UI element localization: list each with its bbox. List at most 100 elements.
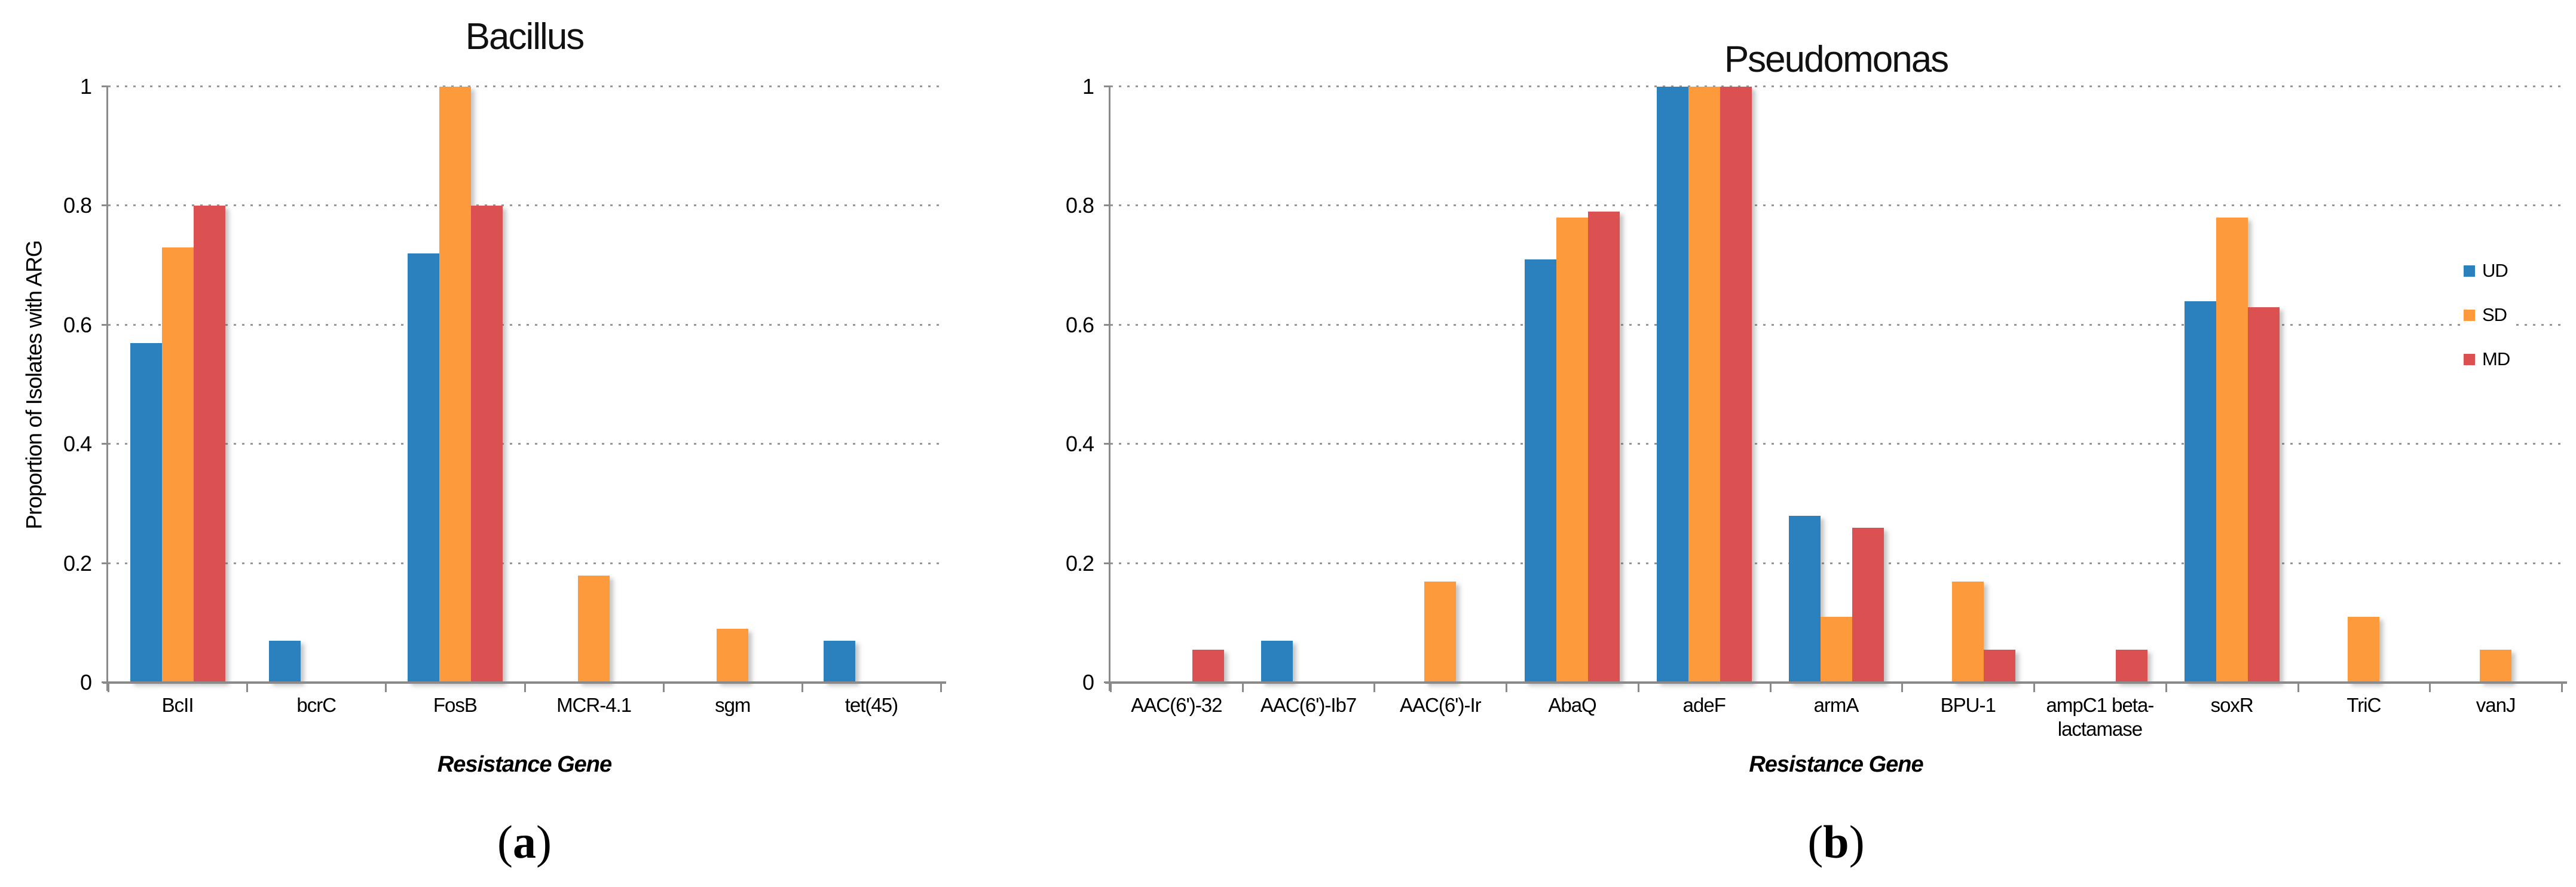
bar-md-0 (1192, 650, 1224, 683)
bar-sd-9 (2348, 617, 2380, 683)
caption-b-open: ( (1807, 816, 1824, 868)
bar-md-3 (1588, 212, 1620, 683)
x-tick-mark (2561, 684, 2563, 692)
x-tick-mark (940, 684, 942, 692)
gridline (1110, 562, 2562, 564)
y-tick-label: 0.6 (63, 312, 92, 337)
category-label: AAC(6')-32 (1131, 694, 1222, 716)
category-label: TriC (2346, 694, 2381, 716)
bar-sd-8 (2216, 218, 2248, 683)
y-tick-mark (1104, 85, 1110, 87)
bar-ud-1 (1261, 641, 1293, 683)
y-tick-label: 1 (1082, 74, 1094, 99)
gridline (108, 323, 941, 326)
legend-label-md: MD (2482, 348, 2510, 369)
y-tick-mark (102, 323, 108, 326)
x-tick-mark (1769, 684, 1772, 692)
y-tick-label: 0 (79, 670, 92, 695)
bar-ud-3 (1525, 259, 1557, 683)
category-label: sgm (715, 694, 751, 716)
y-axis-title-wrap: Proportion of Isolates with ARG (4, 87, 66, 683)
y-tick-label: 0.2 (63, 550, 92, 576)
category-label: AAC(6')-Ib7 (1260, 694, 1357, 716)
category-label: AAC(6')-Ir (1399, 694, 1482, 716)
bar-md-5 (1852, 527, 1884, 683)
x-tick-mark (2165, 684, 2167, 692)
gridline (108, 204, 941, 207)
y-tick-mark (102, 562, 108, 564)
category-label: adeF (1682, 694, 1726, 716)
bar-md-8 (2247, 307, 2280, 683)
bar-ud-8 (2184, 301, 2216, 683)
y-tick-label: 0.4 (63, 432, 92, 457)
y-tick-mark (1104, 562, 1110, 564)
bar-ud-5 (824, 641, 856, 683)
bar-sd-3 (578, 575, 610, 683)
bar-ud-1 (268, 641, 301, 683)
legend-swatch-ud (2464, 265, 2475, 277)
bar-sd-2 (1424, 581, 1457, 683)
y-tick-label: 0 (1082, 670, 1094, 695)
x-tick-mark (1637, 684, 1639, 692)
category-label: soxR (2210, 694, 2254, 716)
x-tick-mark (1373, 684, 1376, 692)
x-tick-mark (385, 684, 387, 692)
y-tick-mark (1104, 204, 1110, 207)
bar-ud-0 (130, 342, 162, 683)
bar-sd-3 (1556, 218, 1589, 683)
legend-label-ud: UD (2482, 260, 2508, 281)
y-tick-mark (102, 204, 108, 207)
x-tick-mark (1506, 684, 1508, 692)
bar-sd-4 (1688, 87, 1720, 683)
bar-md-7 (2115, 650, 2147, 683)
x-axis-title-pseudomonas: Resistance Gene (1749, 752, 1923, 777)
caption-a-letter: a (513, 816, 536, 868)
category-label: armA (1813, 694, 1859, 716)
x-tick-mark (1241, 684, 1244, 692)
bar-sd-6 (1952, 581, 1984, 683)
x-tick-mark (524, 684, 526, 692)
legend-swatch-md (2464, 353, 2475, 365)
bar-md-4 (1720, 87, 1752, 683)
x-tick-mark (2429, 684, 2431, 692)
y-tick-label: 0.4 (1065, 432, 1094, 457)
legend-entry-md: MD (2464, 348, 2510, 369)
bar-ud-2 (407, 253, 439, 683)
legend: UD SD MD (2460, 259, 2516, 371)
category-label: FosB (433, 694, 478, 716)
category-label: vanJ (2476, 694, 2516, 716)
y-tick-mark (102, 85, 108, 87)
y-axis-title: Proportion of Isolates with ARG (22, 240, 47, 530)
gridline (108, 443, 941, 445)
y-tick-mark (102, 681, 108, 683)
x-tick-mark (2033, 684, 2036, 692)
category-label: tet(45) (845, 694, 898, 716)
y-tick-mark (102, 443, 108, 445)
x-tick-mark (108, 684, 109, 692)
bar-sd-10 (2480, 650, 2512, 683)
category-label: BPU-1 (1940, 694, 1996, 716)
bar-ud-4 (1656, 87, 1688, 683)
bar-sd-0 (161, 247, 194, 683)
gridline (1110, 204, 2562, 207)
legend-swatch-sd (2464, 309, 2475, 321)
x-tick-mark (1901, 684, 1904, 692)
gridline (1110, 443, 2562, 445)
chart-title-bacillus: Bacillus (465, 16, 585, 57)
bar-md-0 (193, 206, 225, 683)
y-tick-mark (1104, 323, 1110, 326)
bar-md-6 (1984, 650, 2016, 683)
bar-sd-2 (439, 87, 471, 683)
caption-a: (a) (108, 815, 941, 869)
plot-area-pseudomonas: 0 0.2 0.4 0.6 0.8 1 AAC(6')-32 AAC(6')-Ib7 AAC(6… (1066, 74, 2567, 740)
category-label: BcII (161, 694, 194, 716)
bar-md-2 (470, 206, 503, 683)
caption-a-close: ) (536, 816, 552, 868)
gridline (108, 85, 941, 87)
x-tick-mark (246, 684, 249, 692)
category-label: ampC1 beta-lactamase (2046, 694, 2155, 740)
x-axis-title-bacillus: Resistance Gene (437, 752, 612, 777)
x-tick-mark (1110, 684, 1112, 692)
x-tick-mark (2297, 684, 2299, 692)
